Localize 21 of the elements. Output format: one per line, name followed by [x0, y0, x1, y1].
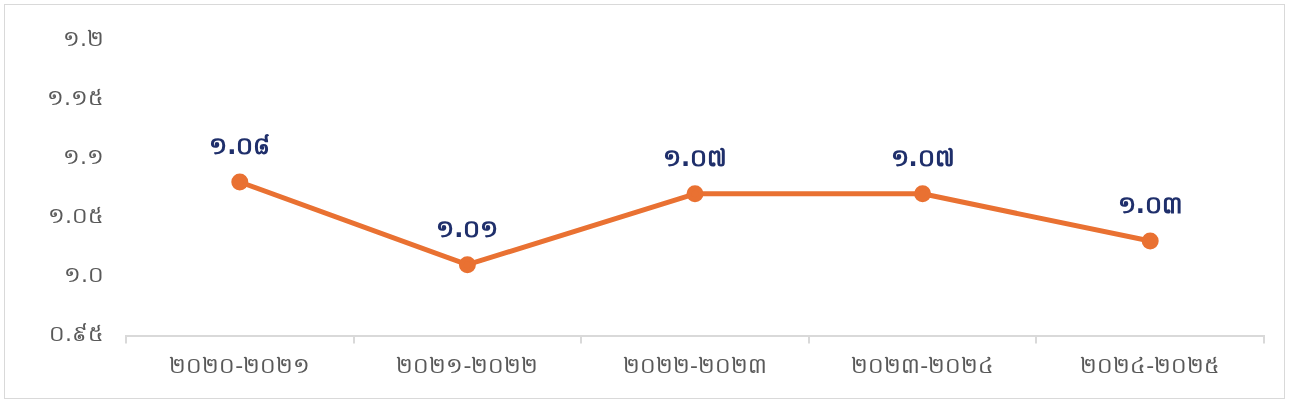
x-tick-label: ២០២២-២០២៣	[623, 352, 767, 378]
x-tick-label: ២០២៣-២០២៤	[851, 352, 995, 378]
point	[458, 256, 476, 274]
data-label: ១.០៧	[662, 144, 728, 173]
y-tick-label: ១.២	[62, 25, 104, 51]
x-tick-label: ២០២៤-២០២៥	[1080, 352, 1221, 378]
y-tick-label: ០.៩៥	[48, 321, 104, 347]
y-tick-label: ១.០៥	[47, 203, 104, 229]
data-label: ១.០៣	[1117, 191, 1183, 220]
point	[914, 185, 932, 203]
x-tick-label: ២០២១-២០២២	[396, 352, 539, 378]
x-tick-label: ២០២០-២០២១	[169, 352, 311, 378]
y-tick-label: ១.១	[62, 144, 104, 170]
point	[231, 173, 249, 191]
y-tick-label: ១.១៥	[46, 85, 104, 110]
point	[1141, 232, 1159, 250]
data-label: ១.០៧	[890, 144, 955, 173]
data-label: ១.០១	[436, 214, 499, 243]
y-tick-label: ១.០	[63, 262, 104, 288]
data-label: ១.០៨	[209, 132, 271, 161]
point	[686, 185, 704, 203]
